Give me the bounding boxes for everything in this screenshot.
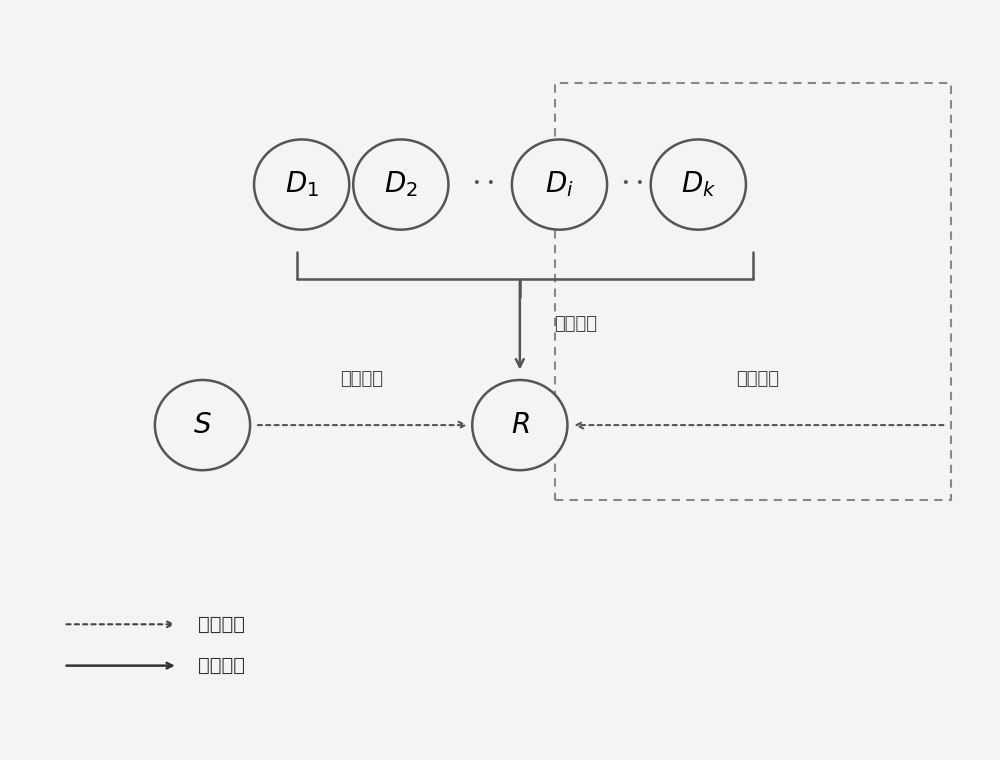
Text: $S$: $S$: [193, 412, 212, 439]
Ellipse shape: [254, 140, 349, 230]
Text: 加扰信号: 加扰信号: [736, 369, 779, 388]
Text: $D_{i}$: $D_{i}$: [545, 169, 574, 199]
Text: $R$: $R$: [511, 412, 529, 439]
Text: 有用信号: 有用信号: [340, 369, 383, 388]
Text: ·: ·: [620, 169, 630, 200]
Text: ·: ·: [634, 169, 644, 200]
Text: ·: ·: [471, 169, 481, 200]
Text: 第一时隙: 第一时隙: [198, 615, 245, 634]
Text: 广播信息: 广播信息: [555, 315, 598, 333]
Bar: [555, 83, 951, 500]
Ellipse shape: [353, 140, 448, 230]
Ellipse shape: [512, 140, 607, 230]
Text: ·: ·: [485, 169, 495, 200]
Ellipse shape: [472, 380, 567, 470]
Ellipse shape: [651, 140, 746, 230]
Text: $D_{k}$: $D_{k}$: [681, 169, 716, 199]
Text: $D_{1}$: $D_{1}$: [285, 169, 319, 199]
Text: $D_{2}$: $D_{2}$: [384, 169, 418, 199]
Ellipse shape: [155, 380, 250, 470]
Text: 第二时隙: 第二时隙: [198, 656, 245, 675]
